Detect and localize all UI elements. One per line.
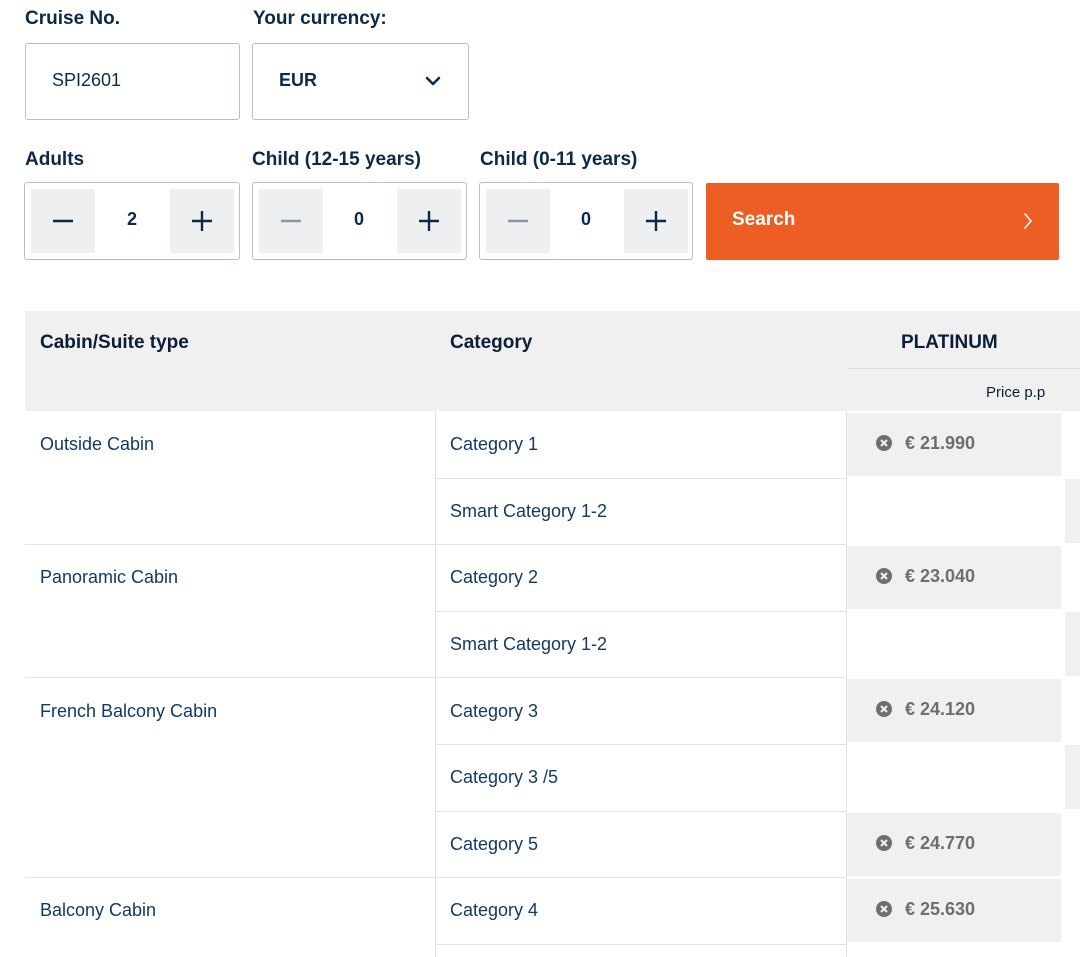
cruise-number-value: SPI2601: [52, 70, 122, 90]
price-cell[interactable]: € 24.120: [847, 679, 1061, 742]
price-table-header: Cabin/Suite type Category PLATINUM Price…: [25, 311, 1080, 411]
currency-select[interactable]: EUR: [252, 43, 469, 120]
close-circle-icon: [876, 435, 892, 451]
row-divider: [25, 877, 847, 878]
close-circle-icon: [876, 701, 892, 717]
close-circle-icon: [876, 568, 892, 584]
price-cell[interactable]: € 23.040: [847, 546, 1061, 609]
category-link[interactable]: Category 3: [450, 701, 539, 721]
plus-icon: [646, 211, 666, 231]
price-cell[interactable]: € 21.990: [847, 413, 1061, 476]
column-divider: [846, 411, 847, 957]
adults-count: 2: [126, 209, 137, 229]
header-divider: [847, 368, 1080, 369]
search-button[interactable]: Search: [706, 183, 1059, 260]
child-0-11-stepper[interactable]: 0: [479, 182, 693, 260]
price-value: € 25.630: [905, 899, 976, 919]
column-header-cabin-type: Cabin/Suite type: [40, 332, 189, 353]
close-circle-icon: [876, 901, 892, 917]
category-link[interactable]: Category 2: [450, 567, 539, 587]
row-divider: [25, 544, 847, 545]
close-circle-icon: [876, 835, 892, 851]
child-0-11-increase-button[interactable]: [624, 189, 688, 253]
cabin-type-panoramic[interactable]: Panoramic Cabin: [40, 567, 179, 587]
row-divider: [436, 744, 847, 745]
child-12-15-label: Child (12-15 years): [252, 149, 421, 170]
next-column-cell: [1065, 612, 1080, 676]
column-header-category: Category: [450, 332, 533, 353]
cabin-type-french-balcony[interactable]: French Balcony Cabin: [40, 701, 218, 721]
adults-decrease-button[interactable]: [31, 189, 95, 253]
price-cell[interactable]: € 25.630: [847, 879, 1061, 942]
category-link[interactable]: Category 3 /5: [450, 767, 559, 787]
category-link[interactable]: Category 5: [450, 834, 539, 854]
category-link[interactable]: Category 1: [450, 434, 539, 454]
child-12-15-decrease-button[interactable]: [259, 189, 323, 253]
price-value: € 24.770: [905, 833, 976, 853]
minus-icon: [281, 219, 301, 223]
price-value: € 24.120: [905, 699, 976, 719]
cruise-number-label: Cruise No.: [25, 8, 121, 29]
column-divider: [435, 411, 436, 957]
adults-label: Adults: [25, 149, 85, 170]
column-header-platinum: PLATINUM: [901, 332, 998, 353]
price-cell[interactable]: € 24.770: [847, 813, 1061, 876]
category-link[interactable]: Category 4: [450, 900, 539, 920]
next-column-cell: [1065, 479, 1080, 543]
minus-icon: [508, 219, 528, 223]
row-divider: [436, 478, 847, 479]
category-link[interactable]: Smart Category 1-2: [450, 501, 608, 521]
child-0-11-label: Child (0-11 years): [480, 149, 638, 170]
adults-stepper[interactable]: 2: [24, 182, 240, 260]
currency-label: Your currency:: [253, 8, 387, 29]
search-button-label: Search: [732, 209, 796, 230]
minus-icon: [53, 219, 73, 223]
price-per-person-label: Price p.p: [986, 384, 1046, 401]
child-0-11-count: 0: [580, 209, 591, 229]
cabin-type-outside[interactable]: Outside Cabin: [40, 434, 155, 454]
chevron-down-icon: [425, 76, 441, 86]
chevron-right-icon: [1024, 213, 1032, 229]
child-12-15-stepper[interactable]: 0: [252, 182, 467, 260]
row-divider: [436, 611, 847, 612]
child-12-15-count: 0: [353, 209, 364, 229]
price-value: € 21.990: [905, 433, 976, 453]
currency-value: EUR: [279, 70, 318, 90]
price-value: € 23.040: [905, 566, 976, 586]
row-divider: [25, 677, 847, 678]
next-column-cell: [1065, 745, 1080, 809]
child-12-15-increase-button[interactable]: [397, 189, 461, 253]
plus-icon: [419, 211, 439, 231]
row-divider: [436, 944, 847, 945]
category-link[interactable]: Smart Category 1-2: [450, 634, 608, 654]
cruise-number-input[interactable]: SPI2601: [25, 43, 240, 120]
row-divider: [436, 811, 847, 812]
plus-icon: [192, 211, 212, 231]
child-0-11-decrease-button[interactable]: [486, 189, 550, 253]
adults-increase-button[interactable]: [170, 189, 234, 253]
cabin-type-balcony[interactable]: Balcony Cabin: [40, 900, 157, 920]
